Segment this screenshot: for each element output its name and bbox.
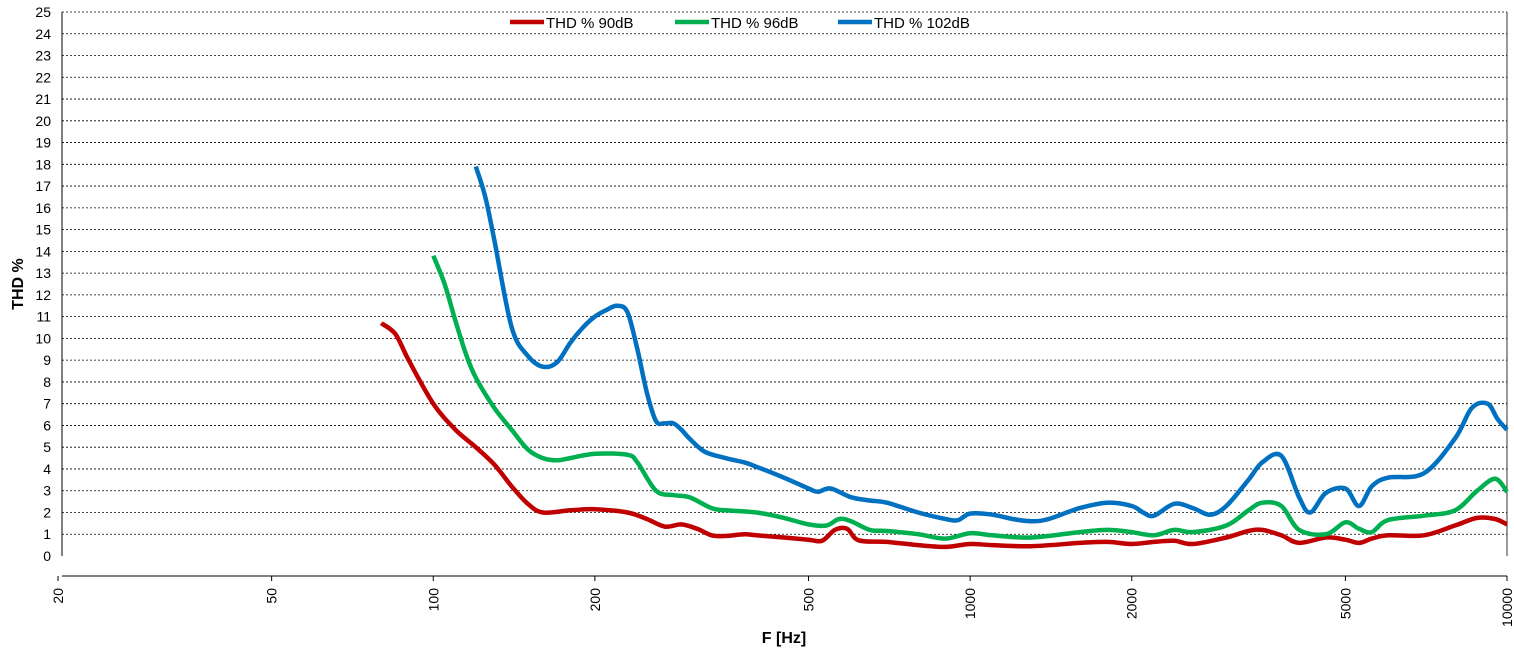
y-tick-label-10: 10	[35, 330, 51, 346]
x-axis-title: F [Hz]	[762, 630, 806, 647]
legend-label-1: THD % 90dB	[546, 15, 634, 32]
y-tick-label-15: 15	[35, 222, 51, 238]
y-tick-label-22: 22	[35, 69, 51, 85]
series-line-2	[431, 254, 1509, 541]
y-tick-label-14: 14	[35, 243, 51, 259]
y-tick-label-5: 5	[43, 439, 51, 455]
y-tick-label-23: 23	[35, 48, 51, 64]
y-tick-label-12: 12	[35, 287, 51, 303]
y-tick-label-1: 1	[43, 526, 51, 542]
x-tick-label-20: 20	[50, 588, 66, 604]
series-layer	[379, 165, 1509, 550]
x-tick-label-200: 200	[587, 588, 603, 612]
y-axis-title: THD %	[10, 258, 27, 310]
x-tick-label-2000: 2000	[1124, 588, 1140, 619]
y-tick-label-2: 2	[43, 504, 51, 520]
y-tick-label-9: 9	[43, 352, 51, 368]
y-tick-label-8: 8	[43, 374, 51, 390]
y-tick-label-4: 4	[43, 461, 51, 477]
y-tick-label-3: 3	[43, 483, 51, 499]
x-tick-label-1000: 1000	[962, 588, 978, 619]
y-tick-label-25: 25	[35, 4, 51, 20]
grid	[62, 11, 1508, 556]
y-tick-label-24: 24	[35, 26, 51, 42]
x-tick-label-50: 50	[264, 588, 280, 604]
y-tick-label-18: 18	[35, 156, 51, 172]
x-tick-label-5000: 5000	[1337, 588, 1353, 619]
x-tick-labels: 20 50 100 200 500 1000 2000 5000 10000	[50, 576, 1514, 627]
x-tick-label-500: 500	[801, 588, 817, 612]
axes	[61, 12, 1507, 577]
y-tick-label-20: 20	[35, 113, 51, 129]
series-line-3	[473, 165, 1509, 524]
y-tick-label-13: 13	[35, 265, 51, 281]
y-tick-label-19: 19	[35, 135, 51, 151]
legend-label-3: THD % 102dB	[874, 15, 970, 32]
legend-label-2: THD % 96dB	[711, 15, 799, 32]
legend: THD % 90dB THD % 96dB THD % 102dB	[510, 15, 970, 32]
x-tick-label-10000: 10000	[1499, 588, 1514, 627]
y-tick-label-17: 17	[35, 178, 51, 194]
y-tick-label-21: 21	[35, 91, 51, 107]
x-tick-label-100: 100	[425, 588, 441, 612]
series-line-1	[379, 321, 1509, 550]
y-tick-label-7: 7	[43, 396, 51, 412]
y-tick-labels: 0123456789101112131415161718192021222324…	[35, 4, 51, 564]
y-tick-label-16: 16	[35, 200, 51, 216]
y-tick-label-11: 11	[36, 309, 51, 325]
y-tick-label-0: 0	[43, 548, 51, 564]
y-tick-label-6: 6	[43, 417, 51, 433]
